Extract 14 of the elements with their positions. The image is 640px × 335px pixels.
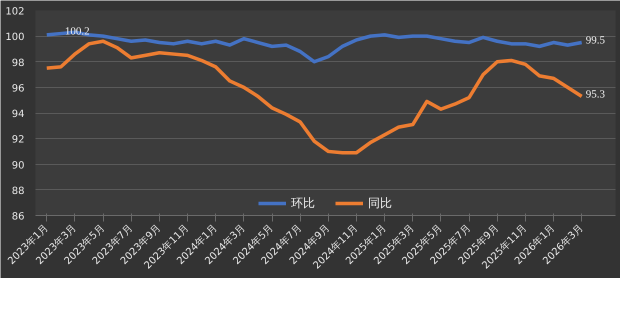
y-tick-label: 90 xyxy=(12,160,25,172)
y-tick-label: 92 xyxy=(12,134,25,146)
legend-label: 环比 xyxy=(291,194,315,212)
y-tick-label: 102 xyxy=(5,6,25,18)
y-tick-label: 86 xyxy=(12,212,25,222)
y-tick-label: 94 xyxy=(12,109,25,120)
y-tick-label: 98 xyxy=(12,58,25,69)
y-tick-label: 88 xyxy=(12,186,25,197)
y-tick-label: 96 xyxy=(12,83,25,94)
legend-label: 同比 xyxy=(368,194,392,212)
data-label: 99.5 xyxy=(586,34,606,47)
line-series xyxy=(45,40,584,154)
data-label: 95.3 xyxy=(586,88,606,100)
y-tick-label: 100 xyxy=(5,32,25,44)
